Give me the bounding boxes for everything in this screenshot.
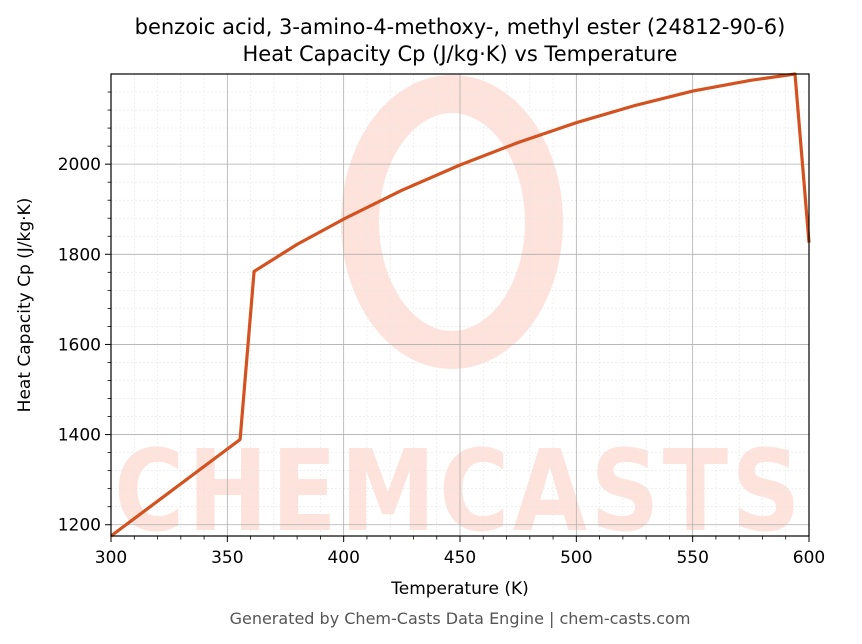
x-axis-label: Temperature (K) xyxy=(390,579,529,599)
y-axis: 1200 1400 1600 1800 2000 xyxy=(58,91,111,536)
x-tick-label: 500 xyxy=(560,548,592,568)
series-line-heat-capacity xyxy=(110,72,811,538)
footer-credit: Generated by Chem-Casts Data Engine | ch… xyxy=(230,609,691,628)
y-tick-label: 1800 xyxy=(58,245,101,265)
y-tick-label: 1400 xyxy=(58,426,101,446)
x-tick-label: 300 xyxy=(95,548,127,568)
chart-title-line1: benzoic acid, 3-amino-4-methoxy-, methyl… xyxy=(135,15,786,39)
y-tick-label: 1600 xyxy=(58,335,101,355)
watermark-text: CHEMCASTS xyxy=(114,427,804,557)
watermark-logo-ring xyxy=(341,75,563,369)
x-axis: 300 350 400 450 500 550 600 xyxy=(95,536,825,568)
y-tick-label: 2000 xyxy=(58,155,101,175)
y-axis-label: Heat Capacity Cp (J/kg·K) xyxy=(15,198,35,413)
x-tick-label: 350 xyxy=(211,548,243,568)
x-tick-label: 600 xyxy=(793,548,825,568)
x-tick-label: 400 xyxy=(327,548,359,568)
x-tick-label: 550 xyxy=(676,548,708,568)
y-tick-label: 1200 xyxy=(58,516,101,536)
x-tick-label: 450 xyxy=(444,548,476,568)
chemcasts-watermark: CHEMCASTS xyxy=(114,75,804,557)
chart-title-line2: Heat Capacity Cp (J/kg·K) vs Temperature xyxy=(243,42,678,66)
